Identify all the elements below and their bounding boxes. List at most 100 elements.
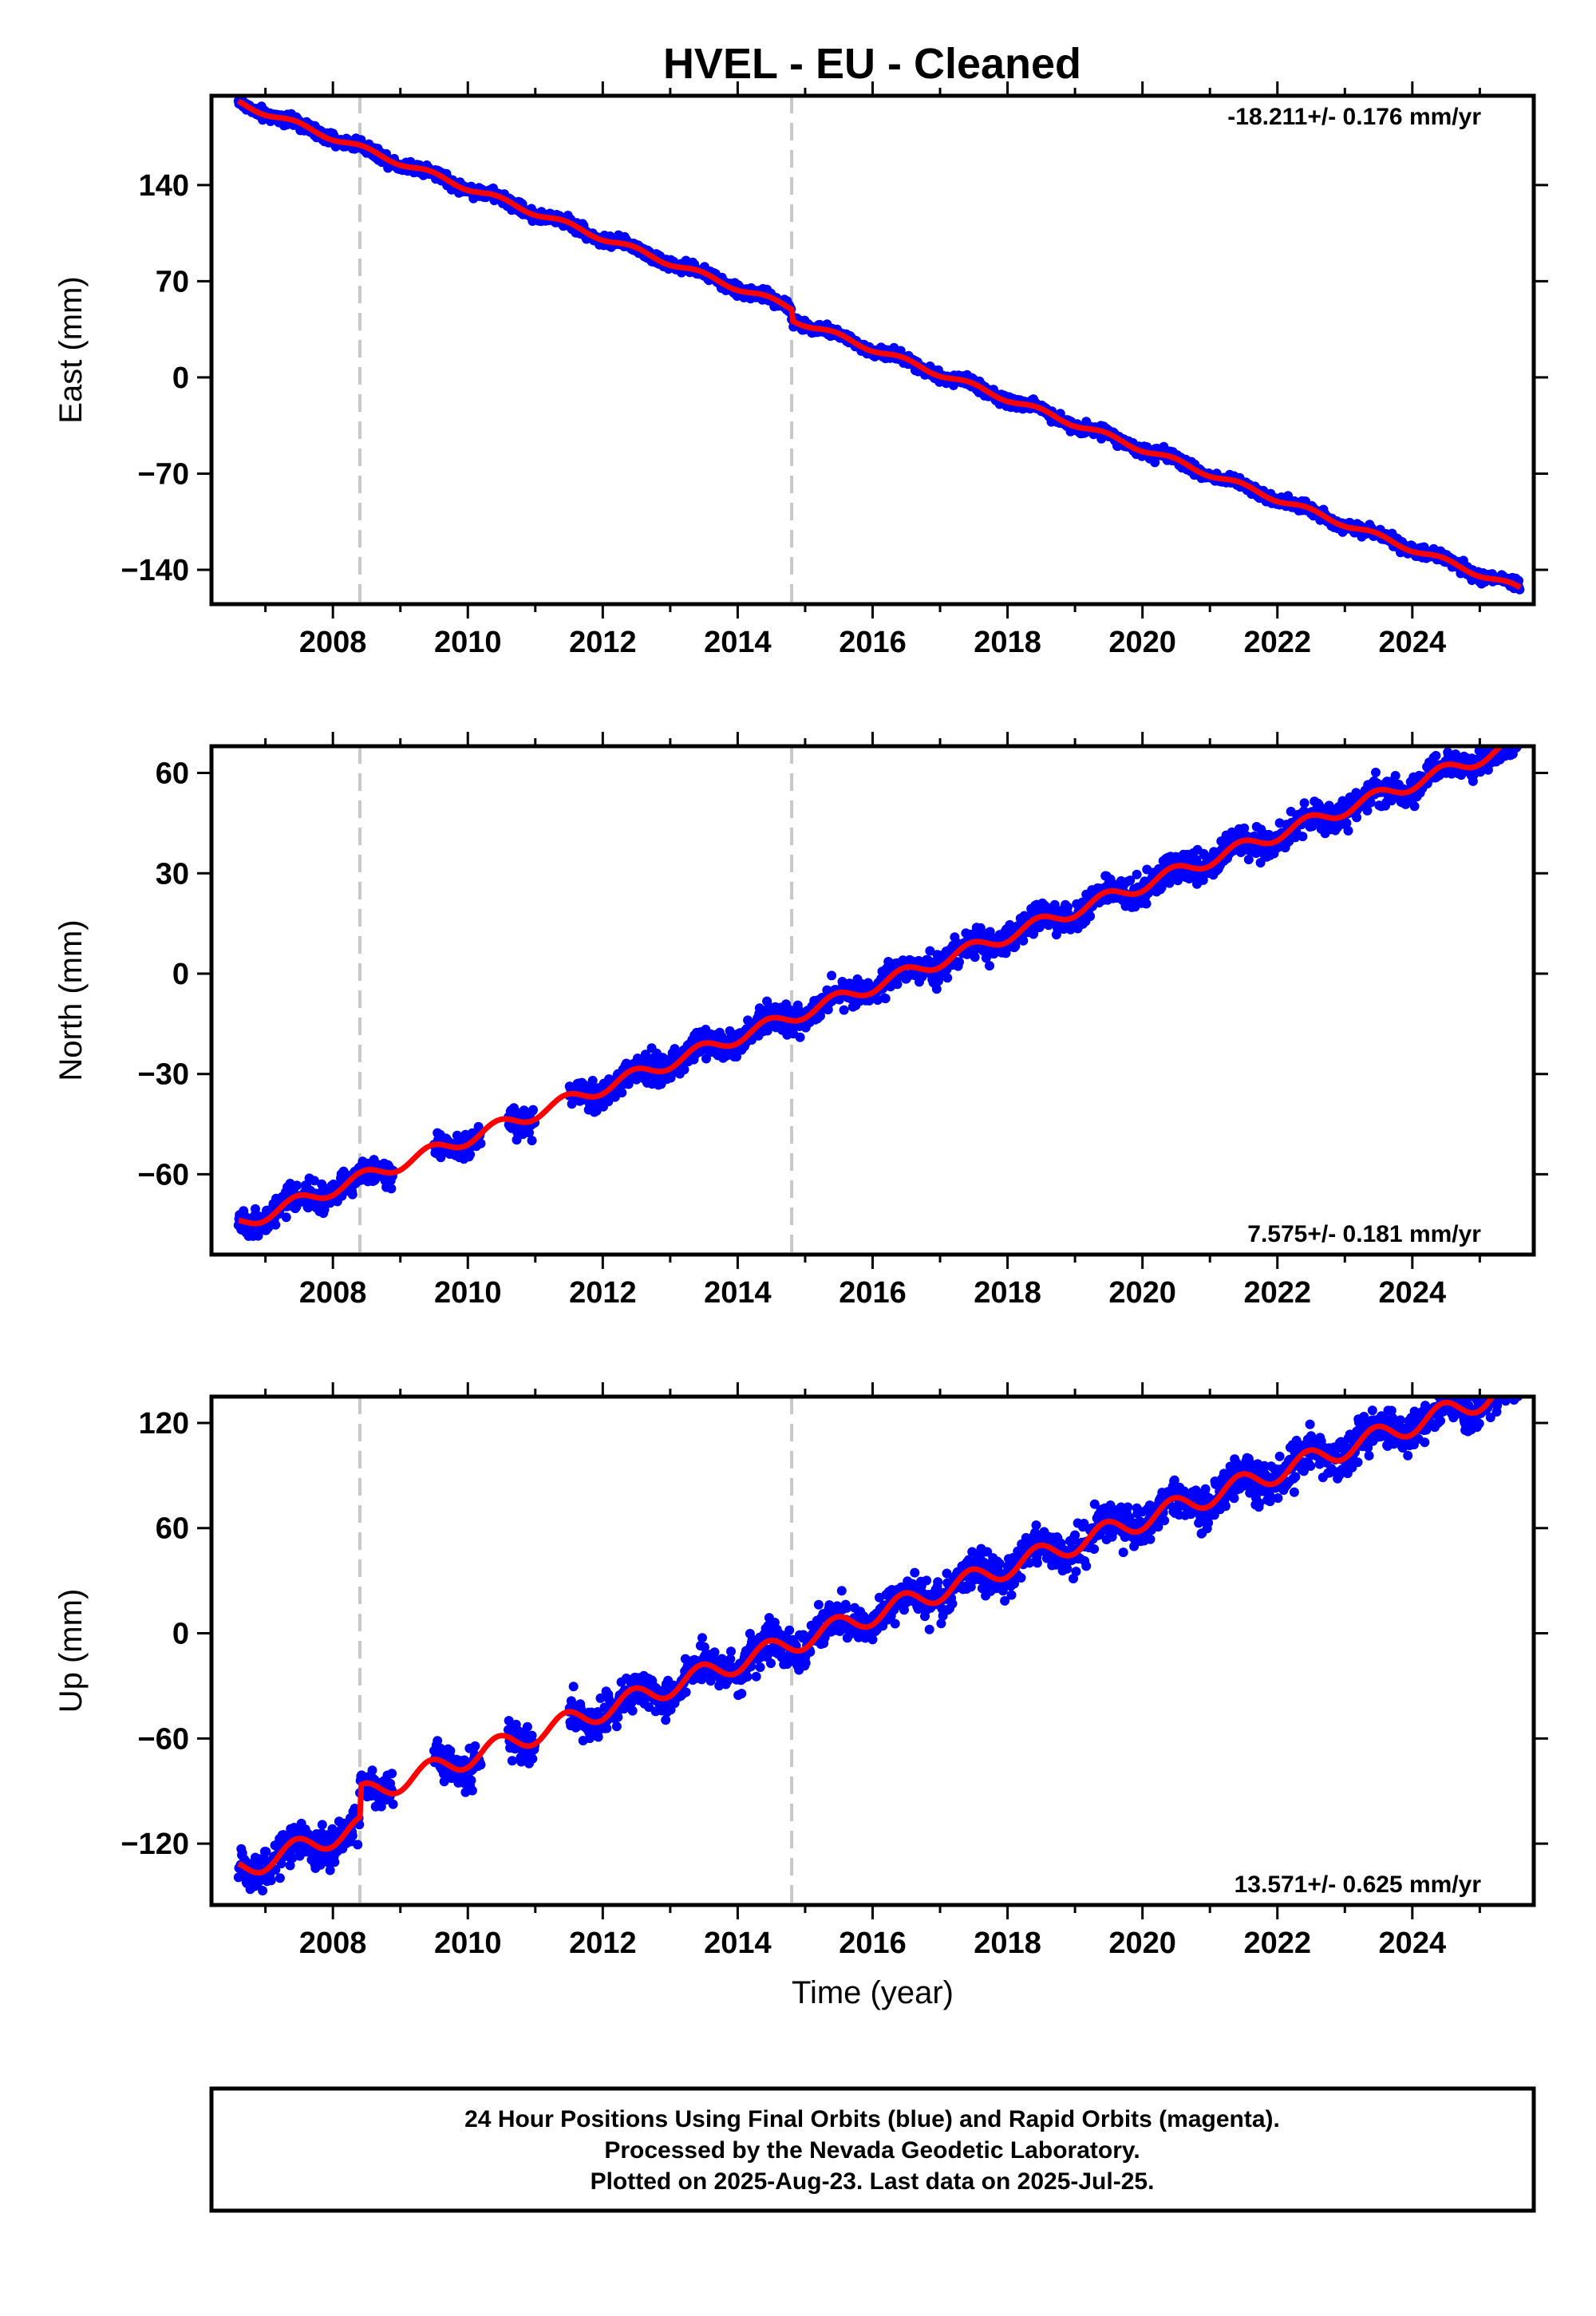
- y-tick-label: 60: [156, 757, 189, 791]
- panel-north: 2008 2010 2012 2014 2016 2018 2020 2022 2024 −60 −…: [53, 722, 1548, 1310]
- data-point: [1502, 733, 1511, 743]
- y-tick-label: 140: [139, 169, 189, 203]
- x-tick-label: 2010: [434, 1276, 502, 1310]
- y-tick-label: −60: [138, 1158, 189, 1192]
- data-point: [527, 1753, 538, 1764]
- data-point: [467, 1785, 477, 1796]
- data-point: [266, 1875, 276, 1886]
- panel-east: 2008 2010 2012 2014 2016 2018 2020 2022 2024−140…: [53, 81, 1548, 659]
- data-point: [1511, 729, 1520, 739]
- x-tick-label: 2024: [1379, 626, 1447, 659]
- data-point: [325, 1865, 335, 1875]
- data-point: [507, 1756, 517, 1766]
- data-point: [309, 1176, 319, 1186]
- data-point: [892, 979, 903, 990]
- data-point: [1018, 935, 1029, 946]
- data-point: [1299, 798, 1310, 808]
- data-point: [1509, 733, 1519, 742]
- x-tick-label: 2012: [569, 1276, 637, 1310]
- data-point: [942, 973, 953, 983]
- data-point: [522, 1721, 532, 1732]
- rate-label: -18.211+/- 0.176 mm/yr: [1227, 104, 1481, 130]
- data-point: [445, 1745, 456, 1756]
- data-point: [1409, 801, 1420, 812]
- data-point: [1298, 832, 1308, 842]
- y-tick-label: −30: [138, 1058, 189, 1092]
- data-point: [292, 1180, 302, 1191]
- data-point: [275, 1873, 285, 1883]
- data-point: [1243, 855, 1254, 864]
- data-point: [388, 1799, 398, 1809]
- data-point: [1511, 733, 1521, 742]
- y-tick-label: 0: [172, 958, 189, 991]
- x-tick-label: 2018: [974, 626, 1041, 659]
- data-point: [1371, 767, 1381, 777]
- data-point: [880, 994, 891, 1004]
- data-point: [1141, 899, 1152, 909]
- data-point: [465, 1149, 476, 1160]
- panels-group: 2008 2010 2012 2014 2016 2018 2020 2022 2024 −140…: [53, 81, 1548, 2010]
- data-point: [386, 1184, 397, 1194]
- data-point: [795, 1032, 805, 1042]
- data-point: [353, 1840, 363, 1850]
- data-points-north: [233, 722, 1524, 1241]
- data-point: [985, 961, 994, 971]
- x-tick-label: 2022: [1243, 626, 1311, 659]
- data-point: [319, 1204, 330, 1215]
- data-point: [1132, 869, 1142, 879]
- data-point: [1502, 735, 1511, 745]
- data-point: [1390, 771, 1400, 781]
- data-point: [1514, 727, 1523, 737]
- data-point: [1503, 728, 1513, 737]
- data-point: [281, 1212, 291, 1223]
- data-point: [317, 1820, 327, 1830]
- data-point: [1494, 729, 1503, 739]
- data-point: [827, 970, 837, 981]
- data-point: [1503, 734, 1512, 744]
- figure-title: HVEL - EU - Cleaned: [663, 40, 1081, 88]
- data-point: [1498, 734, 1507, 744]
- y-tick-label: −140: [120, 554, 189, 587]
- data-point: [470, 1741, 480, 1751]
- y-tick-label: 30: [156, 857, 189, 891]
- data-point: [1343, 825, 1353, 836]
- data-point: [1505, 724, 1515, 733]
- data-point: [1513, 730, 1523, 740]
- y-axis-label: East (mm): [53, 276, 89, 423]
- data-point: [258, 1886, 268, 1895]
- data-point: [528, 1105, 538, 1115]
- x-tick-label: 2024: [1379, 1276, 1447, 1310]
- x-tick-label: 2020: [1108, 626, 1176, 659]
- data-point: [568, 1682, 579, 1692]
- data-point: [1501, 729, 1511, 739]
- x-tick-label: 2018: [974, 1276, 1041, 1310]
- data-point: [271, 1219, 281, 1230]
- panel-up: 2008 2010 2012 2014 2016 2018 2020 2022 2024−120…: [53, 1382, 1548, 2010]
- data-point: [954, 957, 964, 967]
- data-point: [1515, 722, 1524, 732]
- x-tick-label: 2008: [299, 1276, 367, 1310]
- x-tick-label: 2020: [1108, 1276, 1176, 1310]
- x-tick-label: 2012: [569, 626, 637, 659]
- data-point: [1510, 733, 1519, 743]
- x-tick-label: 2014: [704, 1276, 772, 1310]
- data-point: [1431, 750, 1441, 761]
- data-point: [617, 1088, 627, 1098]
- data-point: [839, 1005, 849, 1015]
- data-point: [466, 1775, 476, 1785]
- data-point: [251, 1203, 260, 1214]
- y-axis-label: North (mm): [53, 919, 89, 1081]
- data-point: [330, 1857, 340, 1867]
- x-tick-label: 2022: [1243, 1276, 1311, 1310]
- x-tick-label: 2016: [839, 1276, 907, 1310]
- model-curve-east: [237, 98, 1522, 591]
- data-point: [347, 1189, 358, 1199]
- data-point: [931, 984, 942, 994]
- data-point: [527, 1136, 537, 1146]
- data-point: [387, 1769, 397, 1779]
- x-tick-label: 2014: [704, 626, 772, 659]
- rate-label: 7.575+/- 0.181 mm/yr: [1247, 1221, 1481, 1247]
- x-tick-label: 2010: [434, 626, 502, 659]
- x-tick-label: 2016: [839, 626, 907, 659]
